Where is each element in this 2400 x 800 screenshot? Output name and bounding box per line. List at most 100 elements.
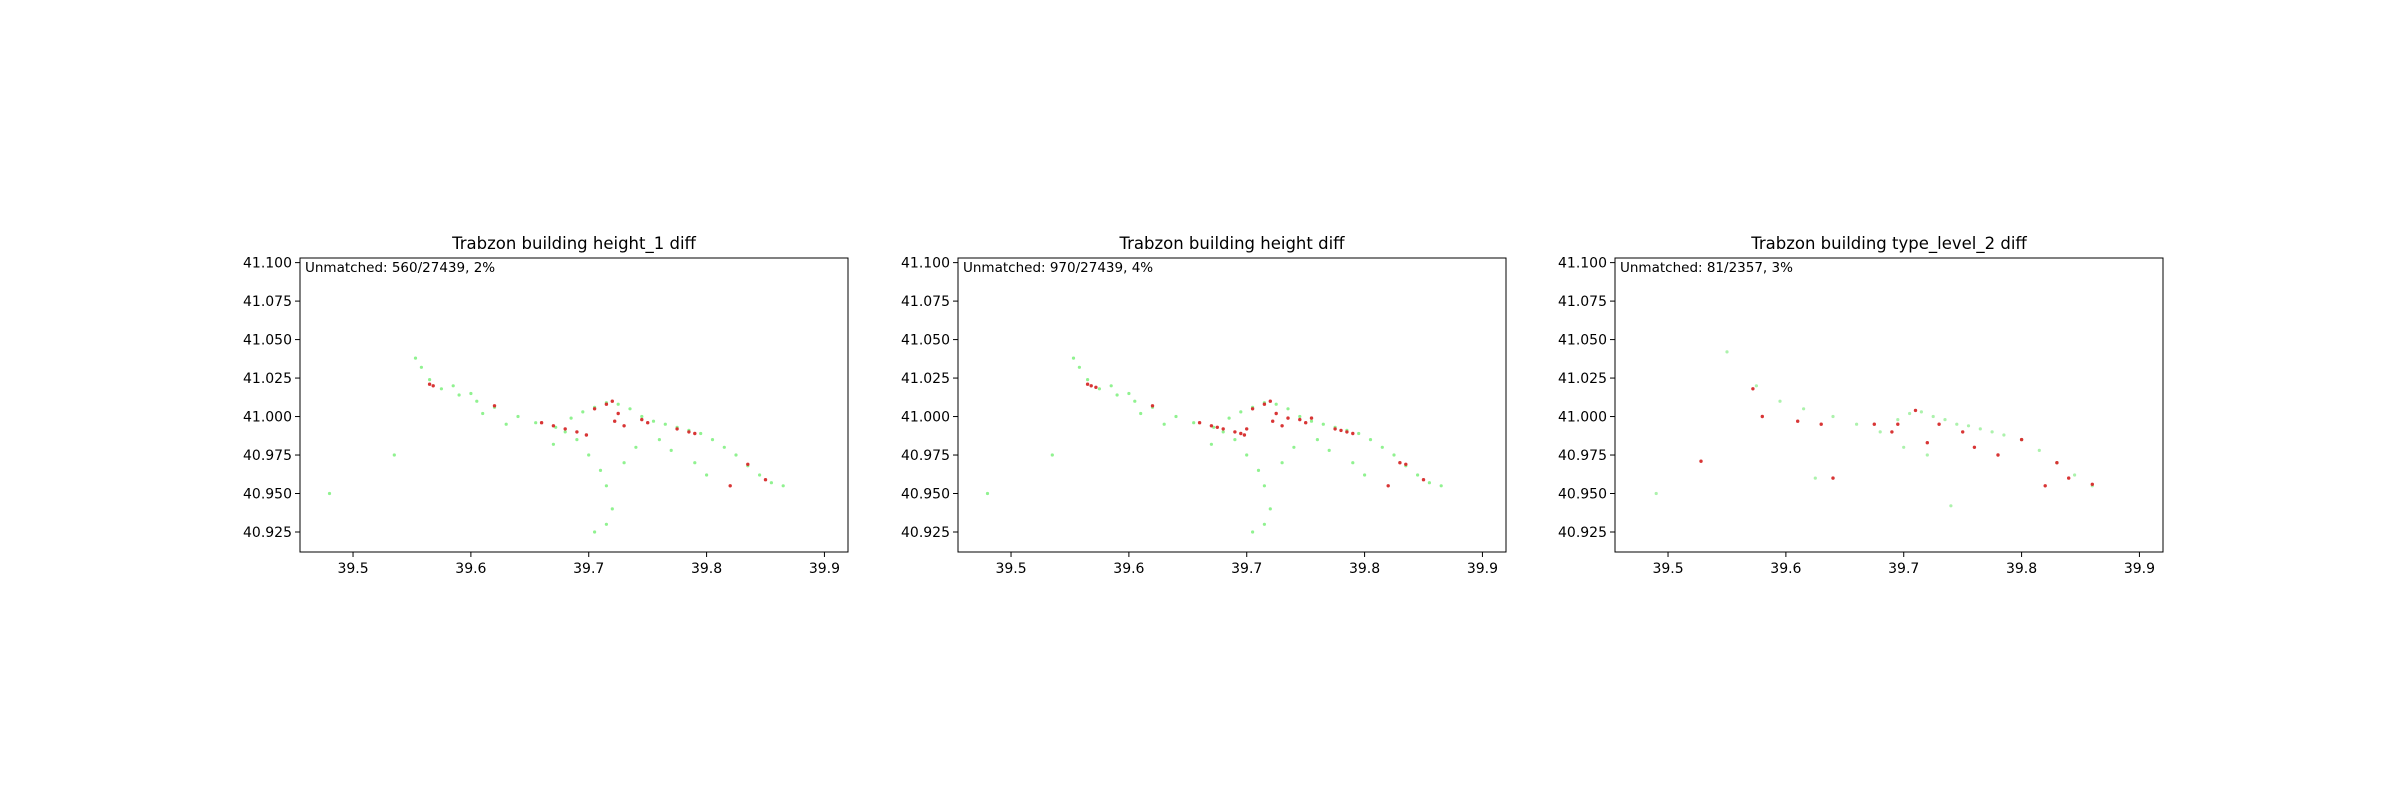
point-1-35 [604,522,609,526]
point-1-50 [1109,384,1113,388]
chart-title: Trabzon building height_1 diff [451,234,696,254]
point-2-8 [604,402,609,406]
point-1-9 [1192,421,1196,425]
point-2-15 [2019,437,2024,442]
y-tick-label: 41.100 [1558,256,1607,272]
point-1-49 [1127,391,1131,396]
point-1-14 [1966,424,1971,428]
series-2 [427,382,768,488]
y-tick-label: 40.925 [901,525,950,541]
point-2-6 [1215,425,1220,429]
point-1-17 [1298,414,1302,419]
y-tick-label: 41.075 [243,294,292,310]
y-tick-label: 40.925 [1558,525,1607,541]
point-1-15 [616,402,620,406]
point-1-17 [2002,433,2006,437]
point-2-18 [1304,421,1308,425]
point-1-25 [734,453,738,457]
point-2-15 [1280,424,1284,428]
point-2-8 [1233,430,1237,434]
chart-title: Trabzon building type_level_2 diff [1750,234,2027,254]
point-2-5 [1209,424,1214,428]
point-2-12 [1268,399,1273,403]
point-1-11 [569,416,573,420]
point-1-42 [669,448,673,452]
axes-frame [1614,257,2164,553]
point-2-28 [1197,421,1202,425]
point-1-9 [1908,411,1912,416]
series-1 [1654,350,2094,508]
point-1-24 [722,445,726,449]
plot-area [985,356,1443,534]
point-2-19 [2090,482,2094,486]
point-2-11 [1262,402,1267,406]
point-1-41 [657,438,662,442]
axes-frame [299,257,849,553]
y-tick-label: 40.975 [901,448,950,464]
point-1-2 [419,365,423,369]
point-2-10 [616,411,620,416]
point-1-24 [1925,453,1929,457]
point-2-26 [1421,478,1426,482]
point-1-4 [1802,407,1806,411]
point-2-3 [1760,414,1765,419]
point-1-37 [622,461,626,465]
x-tick-label: 39.9 [2124,561,2155,577]
chart-panel-2: Trabzon building height diff 39.5 39.6 39.7… [901,234,1507,577]
point-1-41 [1315,438,1319,442]
x-tick-label: 39.8 [2006,561,2037,577]
point-1-11 [1931,414,1935,419]
point-2-7 [584,433,589,437]
point-2-25 [1404,462,1408,466]
point-1-19 [663,422,667,426]
point-1-47 [1050,453,1054,457]
point-1-5 [1831,414,1835,419]
point-2-15 [675,427,679,431]
point-2-5 [563,427,567,431]
point-2-3 [1094,385,1098,389]
point-2-14 [646,421,650,425]
point-1-28 [769,481,774,485]
point-2-17 [2067,476,2071,480]
y-tick-label: 41.100 [901,256,950,272]
point-2-13 [1274,411,1278,416]
point-1-47 [392,453,396,457]
point-1-4 [439,387,443,391]
point-1-27 [758,473,762,477]
point-2-18 [2043,484,2047,488]
point-2-21 [539,421,544,425]
point-1-40 [551,442,556,446]
point-1-15 [1978,427,1982,431]
y-tick-label: 41.050 [1558,333,1607,349]
point-1-37 [1280,461,1284,465]
point-1-15 [1274,402,1278,406]
point-2-7 [1221,427,1225,431]
point-1-28 [1427,481,1431,485]
point-1-43 [1351,461,1355,465]
series-2 [1699,387,2094,488]
x-tick-label: 39.7 [1888,561,1919,577]
y-tick-label: 41.075 [901,294,950,310]
point-2-3 [492,404,497,408]
point-1-33 [604,484,609,488]
point-1-2 [1754,384,1758,388]
point-2-23 [1351,431,1355,436]
y-tick-label: 41.000 [1558,410,1607,426]
point-2-5 [1819,422,1823,426]
point-1-46 [1162,422,1166,426]
point-2-17 [1298,417,1302,422]
plot-area [327,356,785,534]
y-tick-label: 40.975 [1558,448,1607,464]
axes-frame [957,257,1507,553]
point-2-2 [431,384,435,388]
point-1-40 [1209,442,1213,446]
point-2-20 [728,484,732,488]
point-2-14 [1271,419,1275,423]
point-1-12 [1943,418,1947,422]
point-1-3 [1086,378,1090,382]
point-2-22 [592,407,597,411]
point-2-9 [1913,408,1918,413]
point-1-38 [1292,445,1296,449]
point-1-11 [1227,416,1231,420]
chart-panel-1: Trabzon building height_1 diff 39.5 39.6 39… [243,234,849,577]
